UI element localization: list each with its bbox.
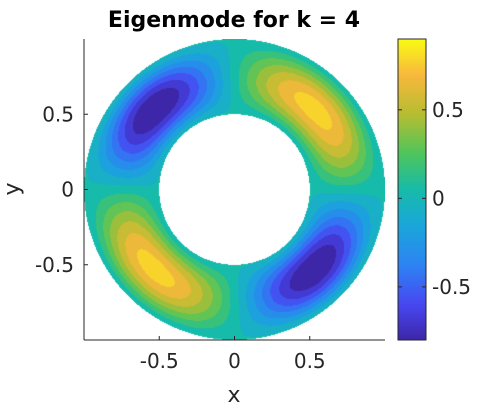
colorbar-tick-label: -0.5 [432,275,471,299]
plot-area [83,39,385,341]
x-tick-label: 0 [228,349,241,373]
eigenmode-field [84,39,385,340]
colorbar-tick-label: 0 [432,186,445,210]
chart-title: Eigenmode for k = 4 [108,8,360,33]
x-ticks: -0.5 0 0.5 [140,336,326,373]
x-tick-label: 0.5 [294,349,326,373]
colorbar-ticks: -0.5 0 0.5 [398,98,471,299]
y-ticks: -0.5 0 0.5 [35,102,88,277]
y-tick-label: 0 [61,178,74,202]
y-axis-label: y [0,182,25,195]
x-axis-label: x [227,383,240,408]
colorbar: -0.5 0 0.5 [397,38,471,341]
y-tick-label: 0.5 [42,102,74,126]
y-tick-label: -0.5 [35,253,74,277]
colorbar-tick-label: 0.5 [432,98,464,122]
x-tick-label: -0.5 [140,349,179,373]
colorbar-fill [397,38,427,341]
